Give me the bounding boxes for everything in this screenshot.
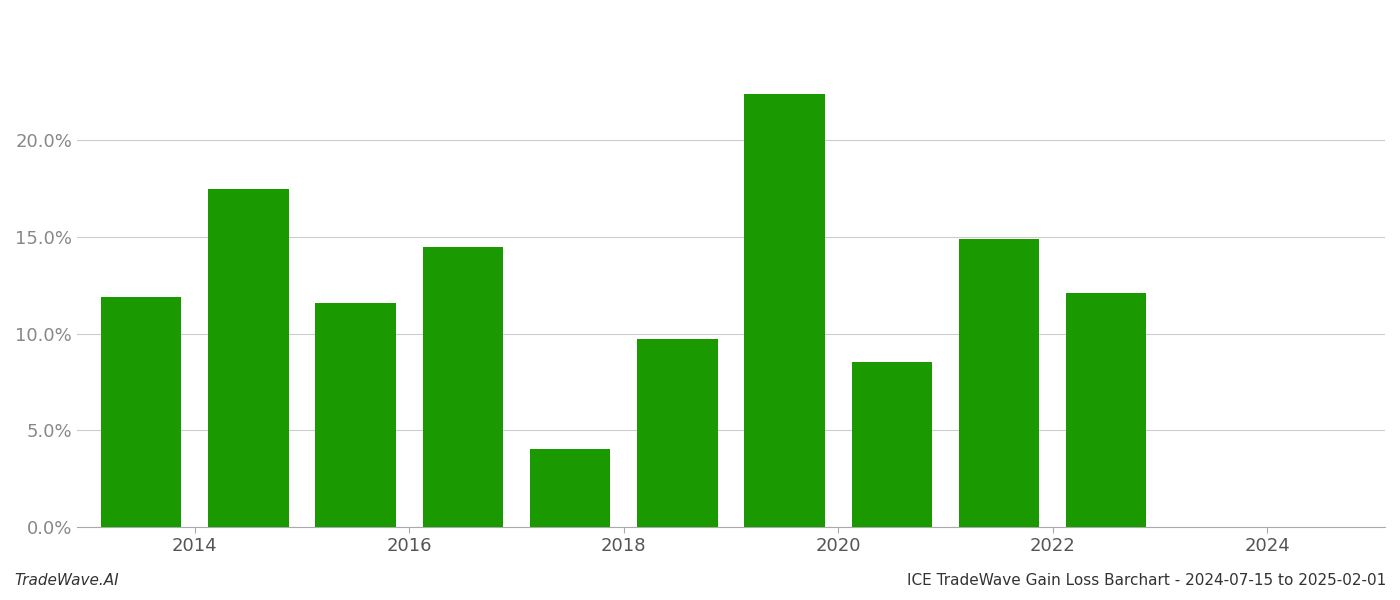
Bar [637, 340, 718, 527]
Bar [745, 94, 825, 527]
Bar [101, 297, 182, 527]
Bar [529, 449, 610, 527]
Bar [959, 239, 1039, 527]
Bar [315, 302, 396, 527]
Bar [1065, 293, 1147, 527]
Bar [423, 247, 503, 527]
Bar [851, 362, 932, 527]
Text: TradeWave.AI: TradeWave.AI [14, 573, 119, 588]
Bar [209, 189, 288, 527]
Text: ICE TradeWave Gain Loss Barchart - 2024-07-15 to 2025-02-01: ICE TradeWave Gain Loss Barchart - 2024-… [907, 573, 1386, 588]
